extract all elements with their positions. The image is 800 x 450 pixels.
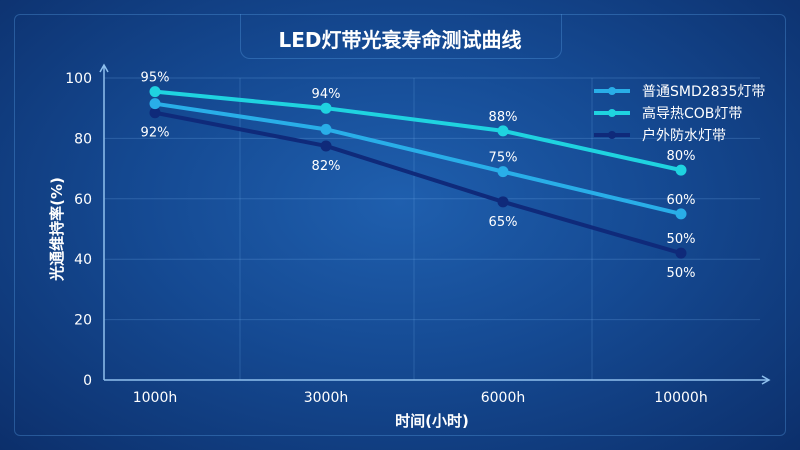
data-label: 95% bbox=[141, 71, 170, 86]
data-point bbox=[675, 247, 687, 259]
data-label: 80% bbox=[667, 149, 696, 164]
data-point bbox=[497, 196, 509, 208]
data-point bbox=[497, 166, 509, 178]
chart-title: LED灯带光衰寿命测试曲线 bbox=[278, 28, 522, 52]
data-point bbox=[149, 98, 161, 110]
y-tick-label: 80 bbox=[74, 131, 92, 147]
x-axis-arrow-icon bbox=[761, 375, 771, 385]
x-tick-label: 10000h bbox=[654, 390, 707, 406]
series-line bbox=[154, 101, 682, 216]
decorative-title-frame bbox=[240, 14, 562, 59]
legend-label: 普通SMD2835灯带 bbox=[642, 84, 766, 100]
data-label: 65% bbox=[489, 215, 518, 230]
data-label: 88% bbox=[489, 110, 518, 125]
data-label: 50% bbox=[667, 232, 696, 247]
data-point bbox=[320, 102, 332, 114]
y-tick-label: 20 bbox=[74, 313, 92, 329]
legend-swatch-icon bbox=[594, 109, 630, 117]
data-point bbox=[320, 140, 332, 152]
series-line bbox=[154, 110, 682, 256]
data-label: 60% bbox=[667, 193, 696, 208]
legend-swatch-icon bbox=[594, 131, 630, 139]
data-point bbox=[149, 86, 161, 98]
data-point bbox=[320, 123, 332, 135]
y-axis-arrow-icon bbox=[99, 63, 109, 73]
data-label: 50% bbox=[667, 266, 696, 281]
data-label: 94% bbox=[312, 87, 341, 102]
series-line bbox=[154, 89, 682, 173]
data-label: 92% bbox=[141, 126, 170, 141]
legend-label: 高导热COB灯带 bbox=[642, 106, 743, 122]
data-point bbox=[675, 208, 687, 220]
x-axis-label: 时间(小时) bbox=[395, 412, 469, 430]
y-axis-label: 光通维持率(%) bbox=[48, 177, 66, 282]
legend: 普通SMD2835灯带 高导热COB灯带 户外防水灯带 bbox=[592, 80, 765, 146]
decorative-frame bbox=[14, 14, 786, 436]
data-label: 75% bbox=[489, 151, 518, 166]
x-tick-label: 1000h bbox=[133, 390, 178, 406]
data-point bbox=[675, 164, 687, 176]
x-tick-label: 3000h bbox=[304, 390, 349, 406]
y-tick-label: 40 bbox=[74, 252, 92, 268]
legend-item[interactable]: 高导热COB灯带 bbox=[592, 102, 765, 124]
data-label: 82% bbox=[312, 159, 341, 174]
y-tick-label: 60 bbox=[74, 192, 92, 208]
legend-swatch-icon bbox=[594, 87, 630, 95]
data-point bbox=[149, 107, 161, 119]
y-tick-label: 0 bbox=[83, 373, 92, 389]
legend-item[interactable]: 户外防水灯带 bbox=[592, 124, 765, 146]
x-tick-label: 6000h bbox=[481, 390, 526, 406]
legend-label: 户外防水灯带 bbox=[642, 128, 726, 144]
data-point bbox=[497, 125, 509, 137]
legend-item[interactable]: 普通SMD2835灯带 bbox=[592, 80, 765, 102]
y-tick-label: 100 bbox=[65, 71, 92, 87]
